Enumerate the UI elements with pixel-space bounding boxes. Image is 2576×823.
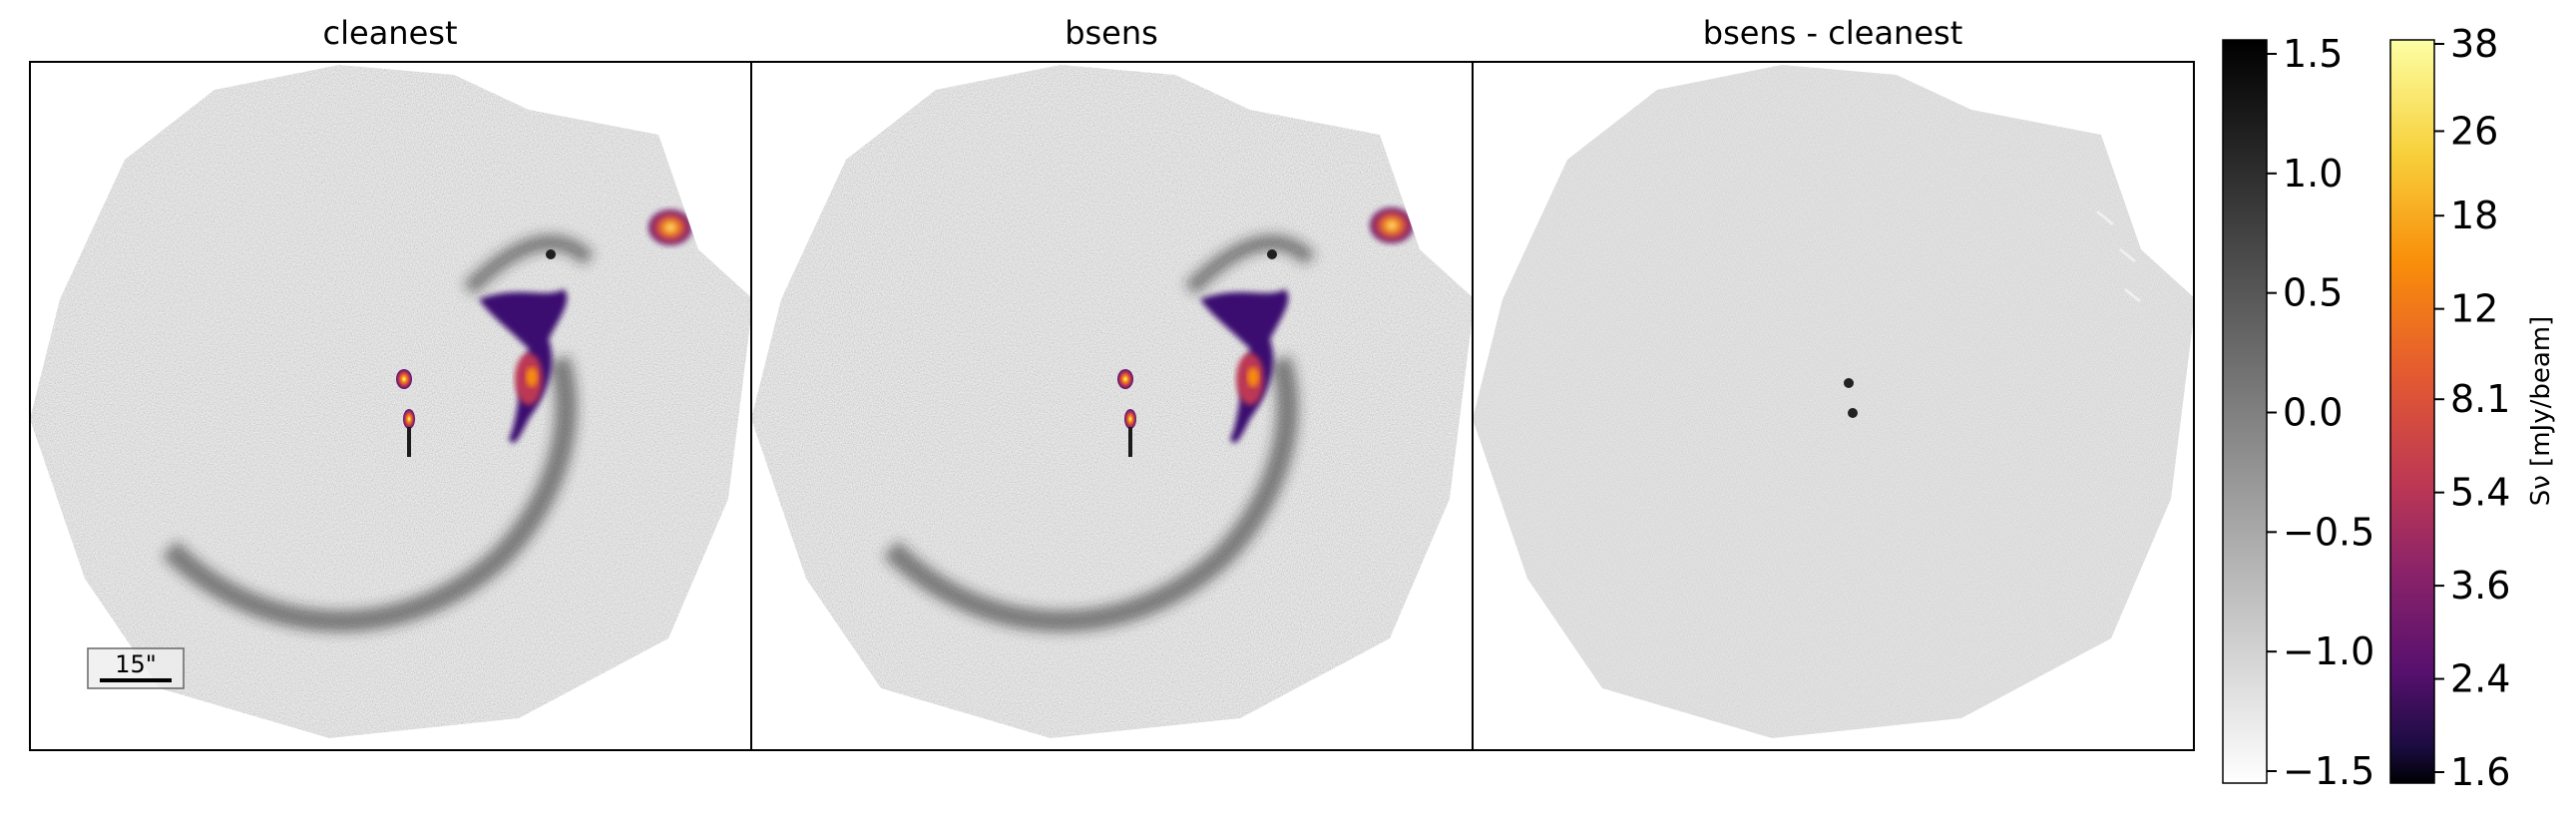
panel-title-cleanest: cleanest <box>323 14 458 52</box>
colorbar-tick-label: −1.0 <box>2283 629 2374 673</box>
panel-bsens <box>750 61 1474 751</box>
colorbar-tick-label: 1.6 <box>2450 750 2510 794</box>
dark-point <box>546 249 556 259</box>
colorbar-tick-label: 26 <box>2450 109 2498 153</box>
colorbar-tick-label: 0.0 <box>2283 391 2343 435</box>
corner-source <box>648 209 692 245</box>
panel-diff <box>1472 61 2195 751</box>
colorbar-tick-label: 0.5 <box>2283 271 2343 315</box>
colorbar-tick-label: 12 <box>2450 287 2498 331</box>
residual-point <box>1848 408 1858 418</box>
dark-arc-emission <box>883 234 1316 632</box>
colorbar-tick-label: −0.5 <box>2283 510 2374 554</box>
colorbar-inferno-ticks: 38 26 18 12 8.1 5.4 3.6 2.4 1.6 <box>2434 22 2510 794</box>
colorbar-tick-label: 2.4 <box>2450 657 2510 701</box>
central-sources <box>1117 369 1136 457</box>
colorbar-inferno: 38 26 18 12 8.1 5.4 3.6 2.4 1.6 Sν [mJy/beam] <box>2389 22 2556 794</box>
colorbar-tick-label: 5.4 <box>2450 471 2510 515</box>
filament-emission <box>1200 289 1289 443</box>
residual-point <box>1844 378 1854 388</box>
colorbar-tick-label: 1.0 <box>2283 152 2343 196</box>
panel-title-bsens: bsens <box>1065 14 1158 52</box>
colorbar-inferno-label: Sν [mJy/beam] <box>2526 316 2556 506</box>
panel-cleanest: 15" <box>29 61 752 751</box>
colorbar-tick-label: 1.5 <box>2283 32 2343 76</box>
scale-bar: 15" <box>87 647 185 689</box>
filament-emission <box>479 289 568 443</box>
colorbar-tick-label: 38 <box>2450 22 2498 66</box>
residual-white-streaks <box>2096 209 2141 303</box>
colorbar-gray-ticks: 1.5 1.0 0.5 0.0 −0.5 −1.0 −1.5 <box>2267 32 2374 793</box>
colorbar-tick-label: −1.5 <box>2283 749 2374 793</box>
colorbar-tick-label: 3.6 <box>2450 564 2510 608</box>
colorbar-tick-label: 18 <box>2450 194 2498 237</box>
panel-title-diff: bsens - cleanest <box>1703 14 1962 52</box>
corner-source <box>1370 207 1414 243</box>
scale-bar-label: 15" <box>115 650 157 678</box>
colorbar-gray: 1.5 1.0 0.5 0.0 −0.5 −1.0 −1.5 <box>2222 32 2374 793</box>
dark-arc-emission <box>162 234 595 632</box>
central-sources <box>396 369 415 457</box>
colorbar-tick-label: 8.1 <box>2450 377 2510 421</box>
dark-point <box>1267 249 1277 259</box>
